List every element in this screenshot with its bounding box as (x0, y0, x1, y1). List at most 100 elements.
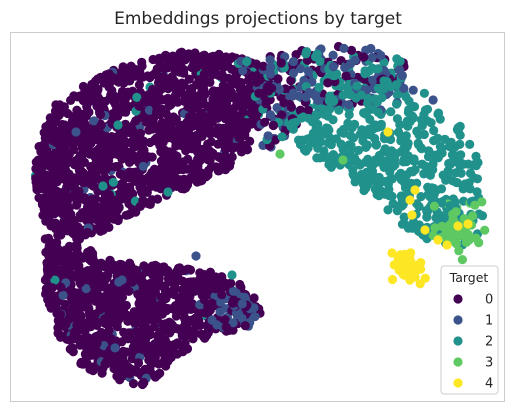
scatter-point (50, 268, 61, 278)
scatter-point (347, 144, 357, 154)
legend-marker-4 (453, 378, 463, 388)
scatter-point (186, 103, 196, 113)
scatter-point (268, 120, 279, 130)
scatter-point (177, 285, 187, 295)
scatter-point (148, 312, 158, 323)
scatter-point (171, 114, 181, 124)
scatter-point (93, 84, 103, 94)
scatter-point (170, 305, 180, 315)
scatter-point (161, 294, 171, 304)
legend-title: Target (449, 270, 489, 285)
legend-label-1: 1 (485, 314, 493, 329)
scatter-point (77, 334, 87, 344)
scatter-point (398, 261, 408, 271)
scatter-point (154, 53, 164, 63)
scatter-point (131, 169, 142, 179)
scatter-point (124, 157, 135, 167)
scatter-point (471, 233, 481, 243)
scatter-point (149, 352, 159, 362)
scatter-point (350, 177, 360, 187)
scatter-point (177, 68, 187, 78)
scatter-point (386, 107, 396, 117)
scatter-point (355, 160, 365, 170)
scatter-point (65, 132, 75, 142)
scatter-point (113, 120, 123, 130)
scatter-point (160, 281, 170, 291)
scatter-point (86, 199, 96, 209)
scatter-point (451, 168, 461, 178)
scatter-point (138, 161, 148, 171)
scatter-point (102, 273, 112, 283)
scatter-point (303, 143, 313, 153)
scatter-point (65, 344, 75, 354)
scatter-point (339, 43, 349, 54)
scatter-point (46, 133, 56, 143)
scatter-point (235, 100, 245, 110)
scatter-point (131, 129, 141, 139)
scatter-point (392, 90, 402, 100)
scatter-point (251, 59, 261, 69)
scatter-point (433, 235, 443, 245)
scatter-point (144, 105, 154, 115)
scatter-point (81, 284, 91, 294)
legend-label-3: 3 (485, 356, 493, 371)
scatter-point (207, 315, 217, 325)
scatter-point (86, 84, 96, 94)
scatter-point (61, 159, 71, 169)
scatter-point (85, 124, 95, 134)
scatter-point (132, 365, 142, 375)
scatter-point (139, 378, 149, 388)
scatter-point (88, 181, 98, 191)
scatter-point (346, 59, 356, 69)
scatter-point (427, 152, 437, 162)
scatter-point (203, 270, 213, 280)
scatter-point (156, 170, 166, 180)
scatter-point (147, 152, 157, 162)
scatter-point (175, 121, 185, 131)
scatter-point (210, 284, 220, 294)
legend-label-2: 2 (485, 335, 493, 350)
scatter-point (224, 54, 235, 64)
scatter-point (189, 141, 199, 151)
scatter-point (32, 181, 42, 191)
scatter-point (97, 368, 107, 378)
scatter-point (36, 147, 46, 157)
scatter-point (108, 177, 118, 187)
scatter-point (139, 261, 149, 271)
scatter-point (460, 232, 470, 242)
scatter-point (90, 290, 100, 300)
scatter-point (437, 221, 447, 231)
scatter-point (402, 142, 412, 152)
scatter-point (182, 322, 192, 332)
scatter-point (422, 116, 432, 126)
scatter-point (352, 81, 362, 91)
scatter-point (468, 211, 478, 221)
scatter-point (48, 187, 58, 197)
scatter-point (429, 125, 439, 136)
scatter-point (288, 88, 298, 98)
scatter-point (310, 52, 321, 62)
scatter-point (147, 261, 157, 271)
scatter-point (403, 107, 413, 117)
scatter-point (228, 105, 238, 115)
scatter-point (358, 178, 368, 188)
scatter-point (123, 64, 133, 74)
scatter-point (124, 328, 134, 338)
scatter-point (137, 61, 147, 71)
scatter-point (101, 70, 111, 80)
scatter-point (313, 95, 323, 105)
scatter-point (477, 197, 487, 207)
scatter-point (72, 233, 82, 244)
scatter-point (313, 119, 323, 129)
scatter-point (207, 298, 217, 308)
scatter-point (144, 125, 154, 135)
scatter-point (445, 201, 455, 211)
scatter-point (328, 115, 338, 125)
scatter-point (440, 210, 450, 221)
scatter-point (328, 62, 338, 72)
scatter-point (124, 168, 134, 178)
scatter-point (398, 157, 409, 167)
scatter-point (181, 139, 191, 149)
scatter-point (85, 364, 95, 374)
scatter-point (235, 81, 246, 91)
